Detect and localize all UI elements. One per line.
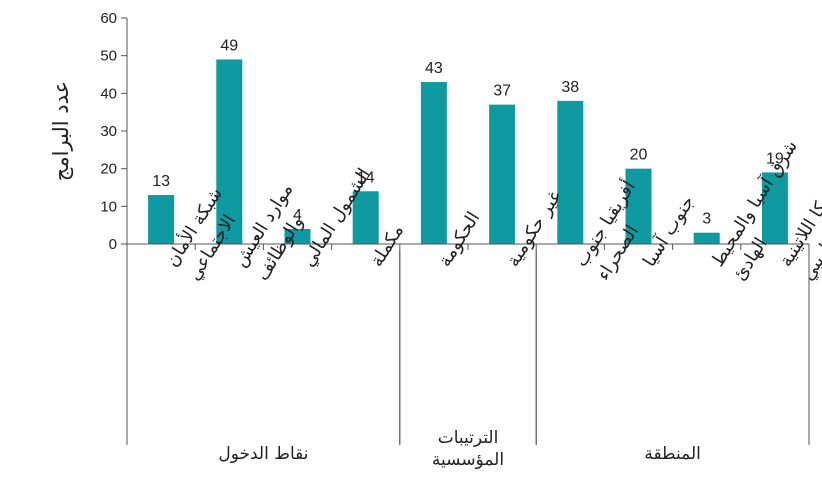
group-label: الترتيبات المؤسسية xyxy=(432,428,504,470)
value-label: 37 xyxy=(493,83,511,100)
y-tick-label: 60 xyxy=(100,10,117,27)
value-label: 13 xyxy=(152,173,170,190)
y-tick-label: 0 xyxy=(109,236,117,253)
y-tick-label: 40 xyxy=(100,85,117,102)
value-label: 19 xyxy=(766,150,784,167)
group-labels: نقاط الدخول الترتيبات المؤسسية المنطقة xyxy=(126,250,810,470)
y-axis-label: عدد البرامج xyxy=(49,81,73,181)
value-label: 14 xyxy=(357,169,375,186)
value-label: 4 xyxy=(293,207,302,224)
bar xyxy=(420,82,447,245)
y-axis: 0 10 20 30 40 50 60 xyxy=(100,10,128,253)
group-label: نقاط الدخول xyxy=(218,444,308,464)
group-label-line: المؤسسية xyxy=(432,450,504,470)
group-label-line: نقاط الدخول xyxy=(218,444,308,464)
y-tick-label: 30 xyxy=(100,123,117,140)
y-tick-label: 10 xyxy=(100,198,117,215)
bar xyxy=(489,104,516,244)
bar xyxy=(284,228,311,244)
group-label-line: الترتيبات xyxy=(438,428,499,448)
bar xyxy=(761,172,788,244)
bar xyxy=(148,195,175,244)
bars xyxy=(148,59,788,245)
group-label-line: المنطقة xyxy=(644,444,701,464)
value-labels: 13 49 4 14 43 37 38 20 3 19 xyxy=(152,37,784,227)
y-tick-label: 50 xyxy=(100,48,117,65)
value-label: 3 xyxy=(702,211,711,228)
value-label: 38 xyxy=(561,79,579,96)
group-label: المنطقة xyxy=(644,444,701,464)
bar xyxy=(693,232,720,244)
x-axis xyxy=(126,243,810,250)
value-label: 49 xyxy=(220,37,238,54)
value-label: 20 xyxy=(630,147,648,164)
y-tick-label: 20 xyxy=(100,161,117,178)
value-label: 43 xyxy=(425,60,443,77)
bar xyxy=(557,100,584,244)
bar xyxy=(216,59,243,244)
bar xyxy=(625,168,652,244)
bar xyxy=(352,191,379,244)
